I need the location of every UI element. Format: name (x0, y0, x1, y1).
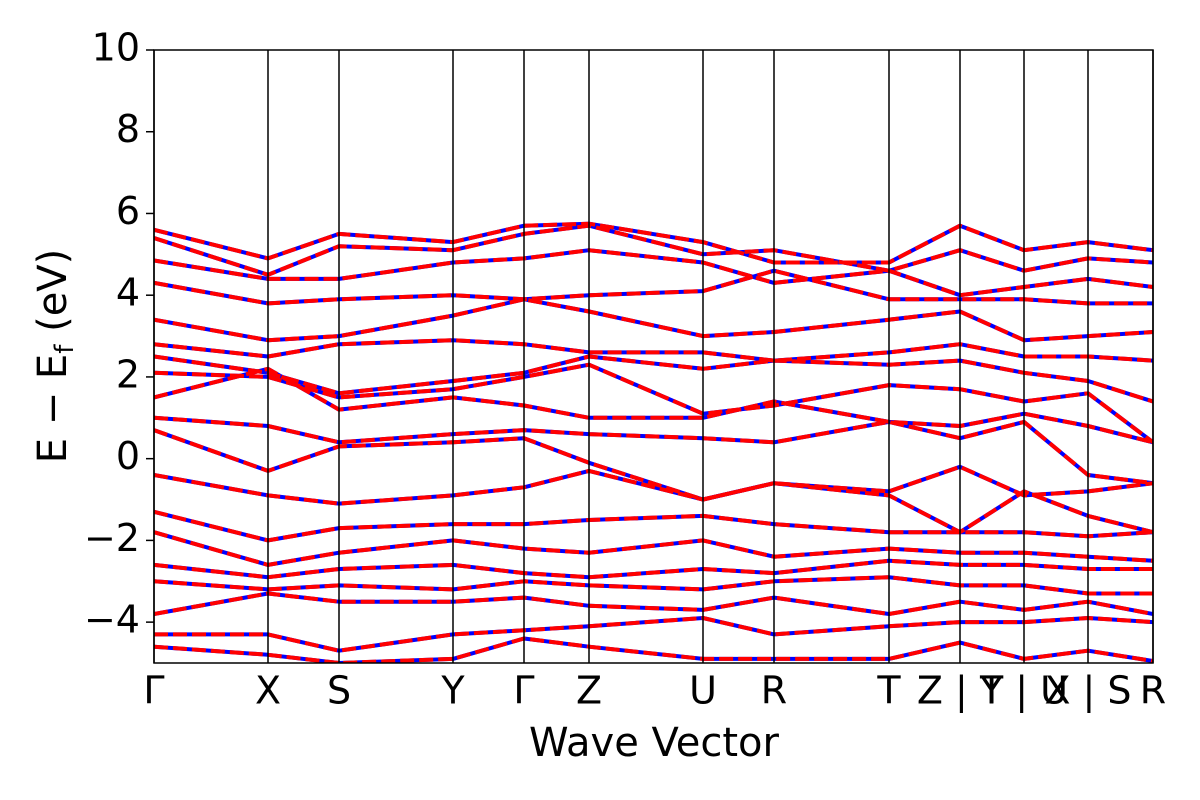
y-tick-label: 4 (116, 271, 140, 315)
y-axis-label: E − Ef (eV) (30, 249, 80, 464)
y-label-unit: (eV) (30, 249, 76, 345)
band (154, 362, 1153, 444)
x-tick-label: Y (440, 669, 465, 713)
y-tick-label: −2 (84, 516, 140, 560)
x-tick-label: Γ (513, 669, 534, 713)
y-tick-label: 2 (116, 352, 140, 396)
x-tick-label: Z | Y (917, 669, 1004, 714)
x-tick-label: T | U (979, 669, 1068, 714)
x-tick-label: R (1140, 669, 1166, 713)
band (154, 591, 1153, 616)
x-tick-label: T (876, 669, 901, 713)
band (154, 530, 1153, 567)
x-tick-label: U (689, 669, 717, 713)
x-axis-label: Wave Vector (529, 720, 780, 766)
x-tick-label: Γ (143, 669, 164, 713)
band (154, 297, 1153, 343)
band (154, 297, 1153, 343)
y-tick-label: 6 (116, 189, 140, 233)
band (154, 468, 1153, 535)
band (154, 575, 1153, 596)
y-label-main: E − E (30, 354, 76, 464)
band (154, 509, 1153, 543)
x-tick-label: R (761, 669, 787, 713)
x-tick-label: X (255, 669, 281, 713)
x-tick-label: X | S (1044, 669, 1131, 714)
x-tick-label: Z (576, 669, 602, 713)
y-label-sub: f (50, 344, 80, 354)
band (154, 366, 1153, 445)
y-tick-label: 8 (116, 107, 140, 151)
y-tick-label: −4 (84, 598, 140, 642)
band (154, 268, 1153, 306)
band (154, 248, 1153, 298)
band (154, 558, 1153, 580)
band (154, 415, 1153, 486)
y-tick-label: 10 (92, 26, 140, 70)
bands (154, 221, 1153, 663)
y-tick-label: 0 (116, 434, 140, 478)
band (154, 362, 1153, 444)
x-tick-label: S (327, 669, 351, 713)
band (154, 366, 1153, 445)
band (154, 354, 1153, 404)
